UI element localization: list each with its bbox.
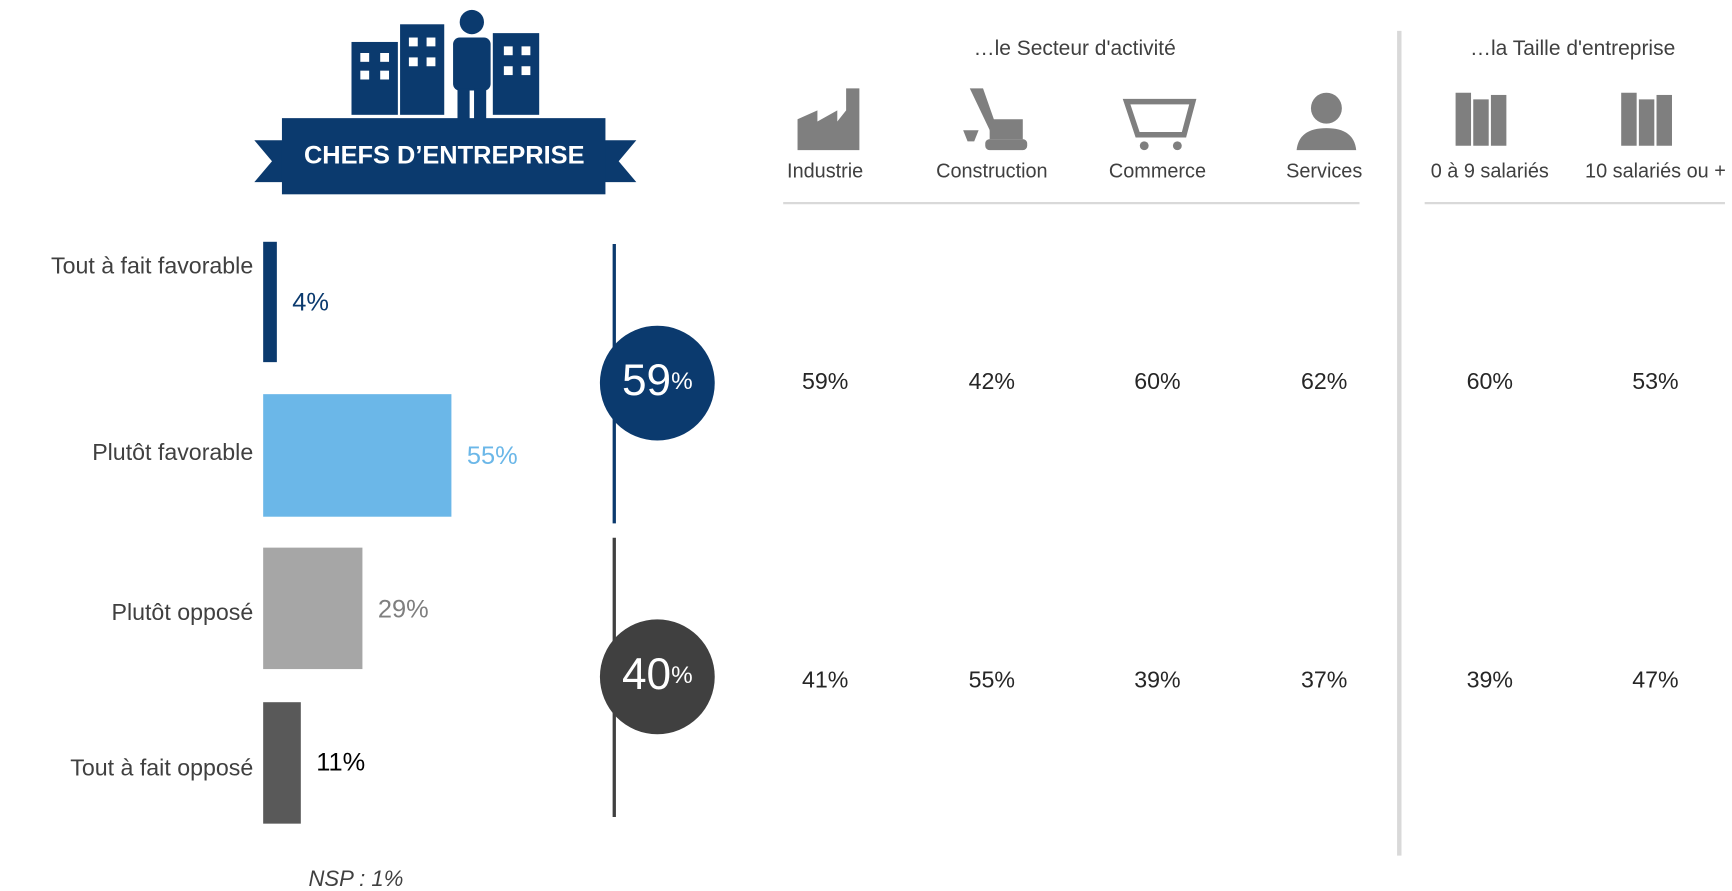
banner — [281, 118, 606, 195]
column-header: 0 à 9 salariés — [1431, 160, 1549, 182]
table-cell: 39% — [1134, 666, 1180, 692]
column-header: Industrie — [787, 160, 863, 182]
bar — [263, 547, 363, 670]
summary-number: 40 — [622, 649, 671, 698]
bar — [263, 394, 452, 517]
bar-category-label: Plutôt favorable — [92, 439, 253, 465]
table-cell: 59% — [802, 368, 848, 394]
table-cell: 47% — [1632, 666, 1678, 692]
table-cell: 41% — [802, 666, 848, 692]
table-cell: 55% — [969, 666, 1015, 692]
table-cell: 37% — [1301, 666, 1347, 692]
note: NSP : 1% — [308, 866, 403, 891]
header-title: CHEFS D’ENTREPRISE — [304, 141, 585, 169]
group-title: …le Secteur d'activité — [974, 37, 1176, 60]
bar — [263, 241, 277, 363]
bar-category-label: Plutôt opposé — [112, 599, 254, 625]
summary-circle — [599, 325, 715, 441]
summary-unit: % — [671, 369, 693, 396]
column-header: Services — [1286, 160, 1362, 182]
bar-category-label: Tout à fait favorable — [51, 252, 253, 278]
bar-value-label: 55% — [467, 442, 518, 470]
column-header: Commerce — [1109, 160, 1206, 182]
ribbon-tail — [254, 140, 290, 183]
bar-category-label: Tout à fait opposé — [70, 755, 253, 781]
summary-unit: % — [671, 662, 693, 689]
bar — [263, 702, 301, 824]
bar-value-label: 11% — [316, 749, 365, 777]
table-cell: 42% — [969, 368, 1015, 394]
summary-label: 40% — [622, 649, 693, 698]
table-cell: 60% — [1467, 368, 1513, 394]
table-cell: 62% — [1301, 368, 1347, 394]
bar-value-label: 29% — [378, 595, 429, 623]
group-title: …la Taille d'entreprise — [1470, 37, 1675, 60]
table-cell: 53% — [1632, 368, 1678, 394]
summary-label: 59% — [622, 356, 693, 405]
header-icon — [351, 9, 540, 120]
summary-number: 59 — [622, 356, 671, 405]
column-header: 10 salariés ou + — [1585, 160, 1726, 182]
column-icons — [797, 88, 1672, 151]
ribbon-tail — [601, 140, 637, 183]
column-header: Construction — [936, 160, 1048, 182]
table-cell: 39% — [1467, 666, 1513, 692]
table-cell: 60% — [1134, 368, 1180, 394]
summary-circle — [599, 619, 715, 735]
bar-value-label: 4% — [292, 288, 329, 316]
